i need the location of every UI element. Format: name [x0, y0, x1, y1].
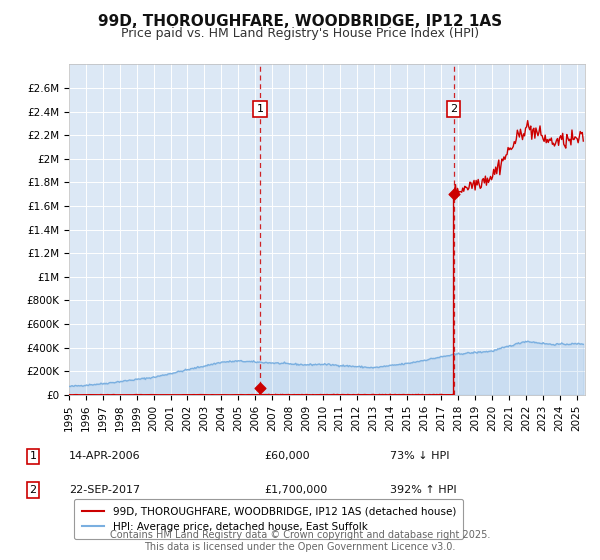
Text: 22-SEP-2017: 22-SEP-2017 — [69, 485, 140, 495]
Text: 73% ↓ HPI: 73% ↓ HPI — [390, 451, 449, 461]
Text: 14-APR-2006: 14-APR-2006 — [69, 451, 140, 461]
Text: 99D, THOROUGHFARE, WOODBRIDGE, IP12 1AS: 99D, THOROUGHFARE, WOODBRIDGE, IP12 1AS — [98, 14, 502, 29]
Point — [255, 383, 265, 392]
Legend: 99D, THOROUGHFARE, WOODBRIDGE, IP12 1AS (detached house), HPI: Average price, de: 99D, THOROUGHFARE, WOODBRIDGE, IP12 1AS … — [74, 499, 463, 539]
Text: Contains HM Land Registry data © Crown copyright and database right 2025.
This d: Contains HM Land Registry data © Crown c… — [110, 530, 490, 552]
Text: 2: 2 — [29, 485, 37, 495]
Text: Price paid vs. HM Land Registry's House Price Index (HPI): Price paid vs. HM Land Registry's House … — [121, 27, 479, 40]
Text: 1: 1 — [29, 451, 37, 461]
Text: 392% ↑ HPI: 392% ↑ HPI — [390, 485, 457, 495]
Point — [449, 190, 458, 199]
Text: £1,700,000: £1,700,000 — [264, 485, 327, 495]
Text: 2: 2 — [450, 104, 457, 114]
Text: £60,000: £60,000 — [264, 451, 310, 461]
Text: 1: 1 — [257, 104, 263, 114]
